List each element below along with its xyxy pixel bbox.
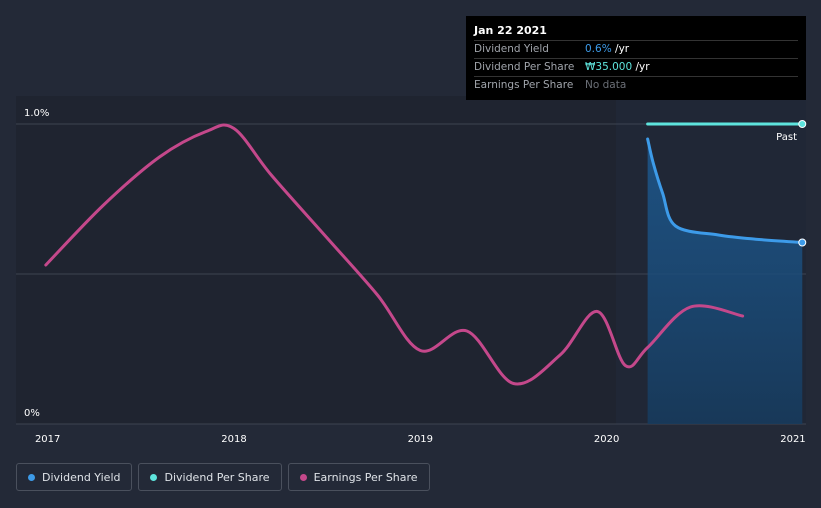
tooltip-row-dividend-per-share: Dividend Per Share ₩35.000 /yr [474,58,798,76]
x-tick-label: 2017 [35,434,60,445]
tooltip-row-dividend-yield: Dividend Yield 0.6% /yr [474,40,798,58]
legend-dot-icon [299,473,307,481]
tooltip-label: Earnings Per Share [474,79,574,91]
tooltip: Jan 22 2021 Dividend Yield 0.6% /yr Divi… [466,16,806,100]
x-tick-label: 2020 [594,434,619,445]
past-label: Past [776,132,797,143]
tooltip-value: ₩35.000 [585,61,633,73]
tooltip-row-earnings-per-share: Earnings Per Share No data [474,76,798,94]
dividend-yield-end-marker [798,238,807,247]
y-tick-label: 0% [24,408,40,419]
x-tick-label: 2021 [780,434,805,445]
tooltip-value: No data [585,79,627,91]
past-region-background [16,96,616,424]
legend-dot-icon [28,473,35,481]
y-tick-label: 1.0% [24,108,49,119]
tooltip-suffix: /yr [632,61,650,73]
legend-label: Earnings Per Share [313,470,418,484]
legend-dividend-per-share[interactable]: Dividend Per Share [138,463,282,491]
tooltip-suffix: /yr [611,43,630,55]
dividend-yield-line [646,137,804,244]
dividend-per-share-end-marker [798,120,807,128]
legend-label: Dividend Yield [42,470,121,484]
legend-dot-icon [150,473,158,481]
earnings-per-share-line [44,123,745,386]
tooltip-value: 0.6% [585,43,612,55]
legend-dividend-yield[interactable]: Dividend Yield [16,463,133,491]
x-tick-label: 2019 [408,434,433,445]
legend-earnings-per-share[interactable]: Earnings Per Share [287,463,430,491]
x-tick-label: 2018 [221,434,246,445]
tooltip-date: Jan 22 2021 [474,24,547,37]
tooltip-label: Dividend Per Share [474,61,575,73]
legend-label: Dividend Per Share [164,470,270,484]
dividend-yield-area [647,139,803,424]
legend: Dividend Yield Dividend Per Share Earnin… [16,463,430,491]
tooltip-label: Dividend Yield [474,43,549,55]
